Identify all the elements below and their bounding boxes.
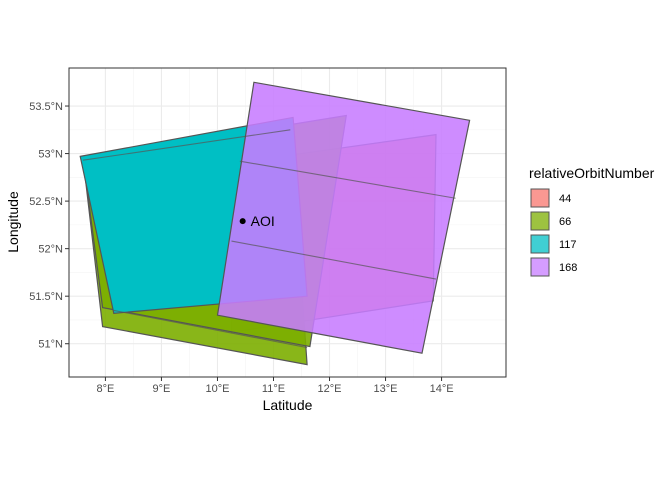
y-tick-label: 52°N [38,244,63,256]
footprint-outline-lines [82,129,456,349]
footprint-orbit-168 [216,81,471,354]
panel-border [68,67,507,378]
y-tick-label: 53.5°N [29,101,63,113]
legend-label-168: 168 [559,262,577,274]
x-tick-label: 14°E [430,383,454,395]
footprint-edge [231,240,437,280]
aoi-marker: AOI [239,213,275,229]
footprint-polygons [79,81,471,366]
y-tick-label: 51°N [38,339,63,351]
legend-label-66: 66 [559,216,571,228]
y-axis-label: Longitude [5,191,21,253]
y-axis-ticks: 51°N 51.5°N 52°N 52.5°N 53°N 53.5°N [29,101,69,351]
footprint-edge [82,129,291,161]
x-tick-label: 11°E [262,383,285,395]
y-tick-label: 51.5°N [29,291,63,303]
legend-label-44: 44 [559,193,571,205]
footprint-edge [239,160,456,199]
panel-frame [68,67,507,378]
legend-key-117 [530,234,550,254]
aoi-point [239,218,246,225]
x-axis-ticks: 8°E 9°E 10°E 11°E 12°E 13°E 14°E [96,377,454,395]
legend-key-44 [530,188,550,208]
aoi-label: AOI [251,213,275,229]
footprint-edge [113,309,308,349]
x-tick-label: 10°E [205,383,229,395]
x-tick-label: 13°E [374,383,398,395]
legend-key-168 [530,257,550,277]
legend: relativeOrbitNumber 44 66 117 168 [529,165,655,277]
y-tick-label: 52.5°N [29,196,63,208]
x-tick-label: 12°E [318,383,342,395]
x-tick-label: 8°E [96,383,114,395]
legend-title: relativeOrbitNumber [529,165,655,181]
legend-label-117: 117 [559,239,577,251]
x-tick-label: 9°E [153,383,171,395]
legend-key-66 [530,211,550,231]
x-axis-label: Latitude [263,397,313,413]
y-tick-label: 53°N [38,149,63,161]
